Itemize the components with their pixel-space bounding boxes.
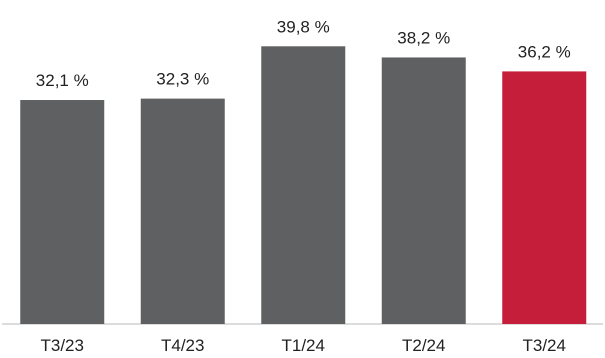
bar-T3-23	[20, 100, 105, 324]
bar-T2-24	[381, 57, 466, 325]
data-label: 36,2 %	[518, 42, 571, 61]
data-label: 39,8 %	[277, 17, 330, 36]
x-tick-label: T4/23	[161, 336, 204, 355]
data-label: 38,2 %	[397, 28, 450, 47]
bar-T4-23	[140, 98, 225, 325]
data-label: 32,3 %	[156, 70, 209, 89]
bar-T3-24	[502, 71, 587, 324]
x-tick-label: T1/24	[282, 336, 325, 355]
x-tick-label: T3/23	[41, 336, 84, 355]
x-tick-label: T2/24	[402, 336, 445, 355]
bar-T1-24	[261, 46, 346, 324]
data-label: 32,1 %	[36, 71, 89, 90]
x-tick-label: T3/24	[523, 336, 566, 355]
